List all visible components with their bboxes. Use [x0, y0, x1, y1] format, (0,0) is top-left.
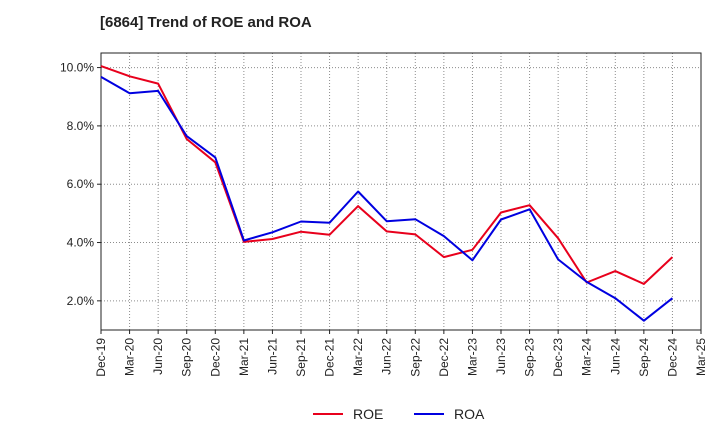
x-tick-label: Dec-20	[208, 338, 222, 377]
x-tick-label: Jun-22	[380, 338, 394, 375]
x-tick-label: Mar-22	[351, 338, 365, 376]
x-tick-label: Mar-25	[694, 338, 708, 376]
x-tick-label: Jun-21	[265, 338, 279, 375]
grid-lines	[101, 53, 701, 330]
x-tick-label: Dec-19	[94, 338, 108, 377]
x-tick-label: Sep-24	[637, 338, 651, 377]
x-tick-label: Mar-21	[237, 338, 251, 376]
x-tick-label: Mar-23	[465, 338, 479, 376]
x-tick-label: Dec-23	[551, 338, 565, 377]
roe-series-line	[100, 65, 674, 285]
x-tick-label: Jun-24	[608, 338, 622, 375]
x-tick-label: Sep-23	[523, 338, 537, 377]
x-tick-label: Mar-24	[580, 338, 594, 376]
y-tick-label: 2.0%	[67, 294, 95, 308]
axes: Dec-19 Mar-20 Jun-20 Sep-20 Dec-20 Mar-21 Jun-…	[60, 61, 708, 377]
y-tick-label: 8.0%	[67, 119, 95, 133]
x-tick-label: Jun-20	[151, 338, 165, 375]
x-tick-label: Sep-21	[294, 338, 308, 377]
legend: ROE ROA	[313, 406, 485, 422]
roe-legend-label: ROE	[353, 406, 383, 422]
roa-series-line	[100, 76, 674, 322]
y-tick-label: 10.0%	[60, 61, 94, 75]
x-tick-label: Dec-24	[665, 338, 679, 377]
roa-legend-label: ROA	[454, 406, 485, 422]
x-tick-label: Dec-21	[323, 338, 337, 377]
y-tick-label: 6.0%	[67, 177, 95, 191]
y-tick-label: 4.0%	[67, 236, 95, 250]
x-tick-label: Sep-22	[408, 338, 422, 377]
chart-title: [6864] Trend of ROE and ROA	[100, 14, 312, 31]
x-tick-label: Sep-20	[180, 338, 194, 377]
plot-area	[100, 52, 702, 331]
x-tick-label: Mar-20	[123, 338, 137, 376]
x-tick-label: Dec-22	[437, 338, 451, 377]
x-tick-label: Jun-23	[494, 338, 508, 375]
series-lines	[100, 65, 674, 322]
